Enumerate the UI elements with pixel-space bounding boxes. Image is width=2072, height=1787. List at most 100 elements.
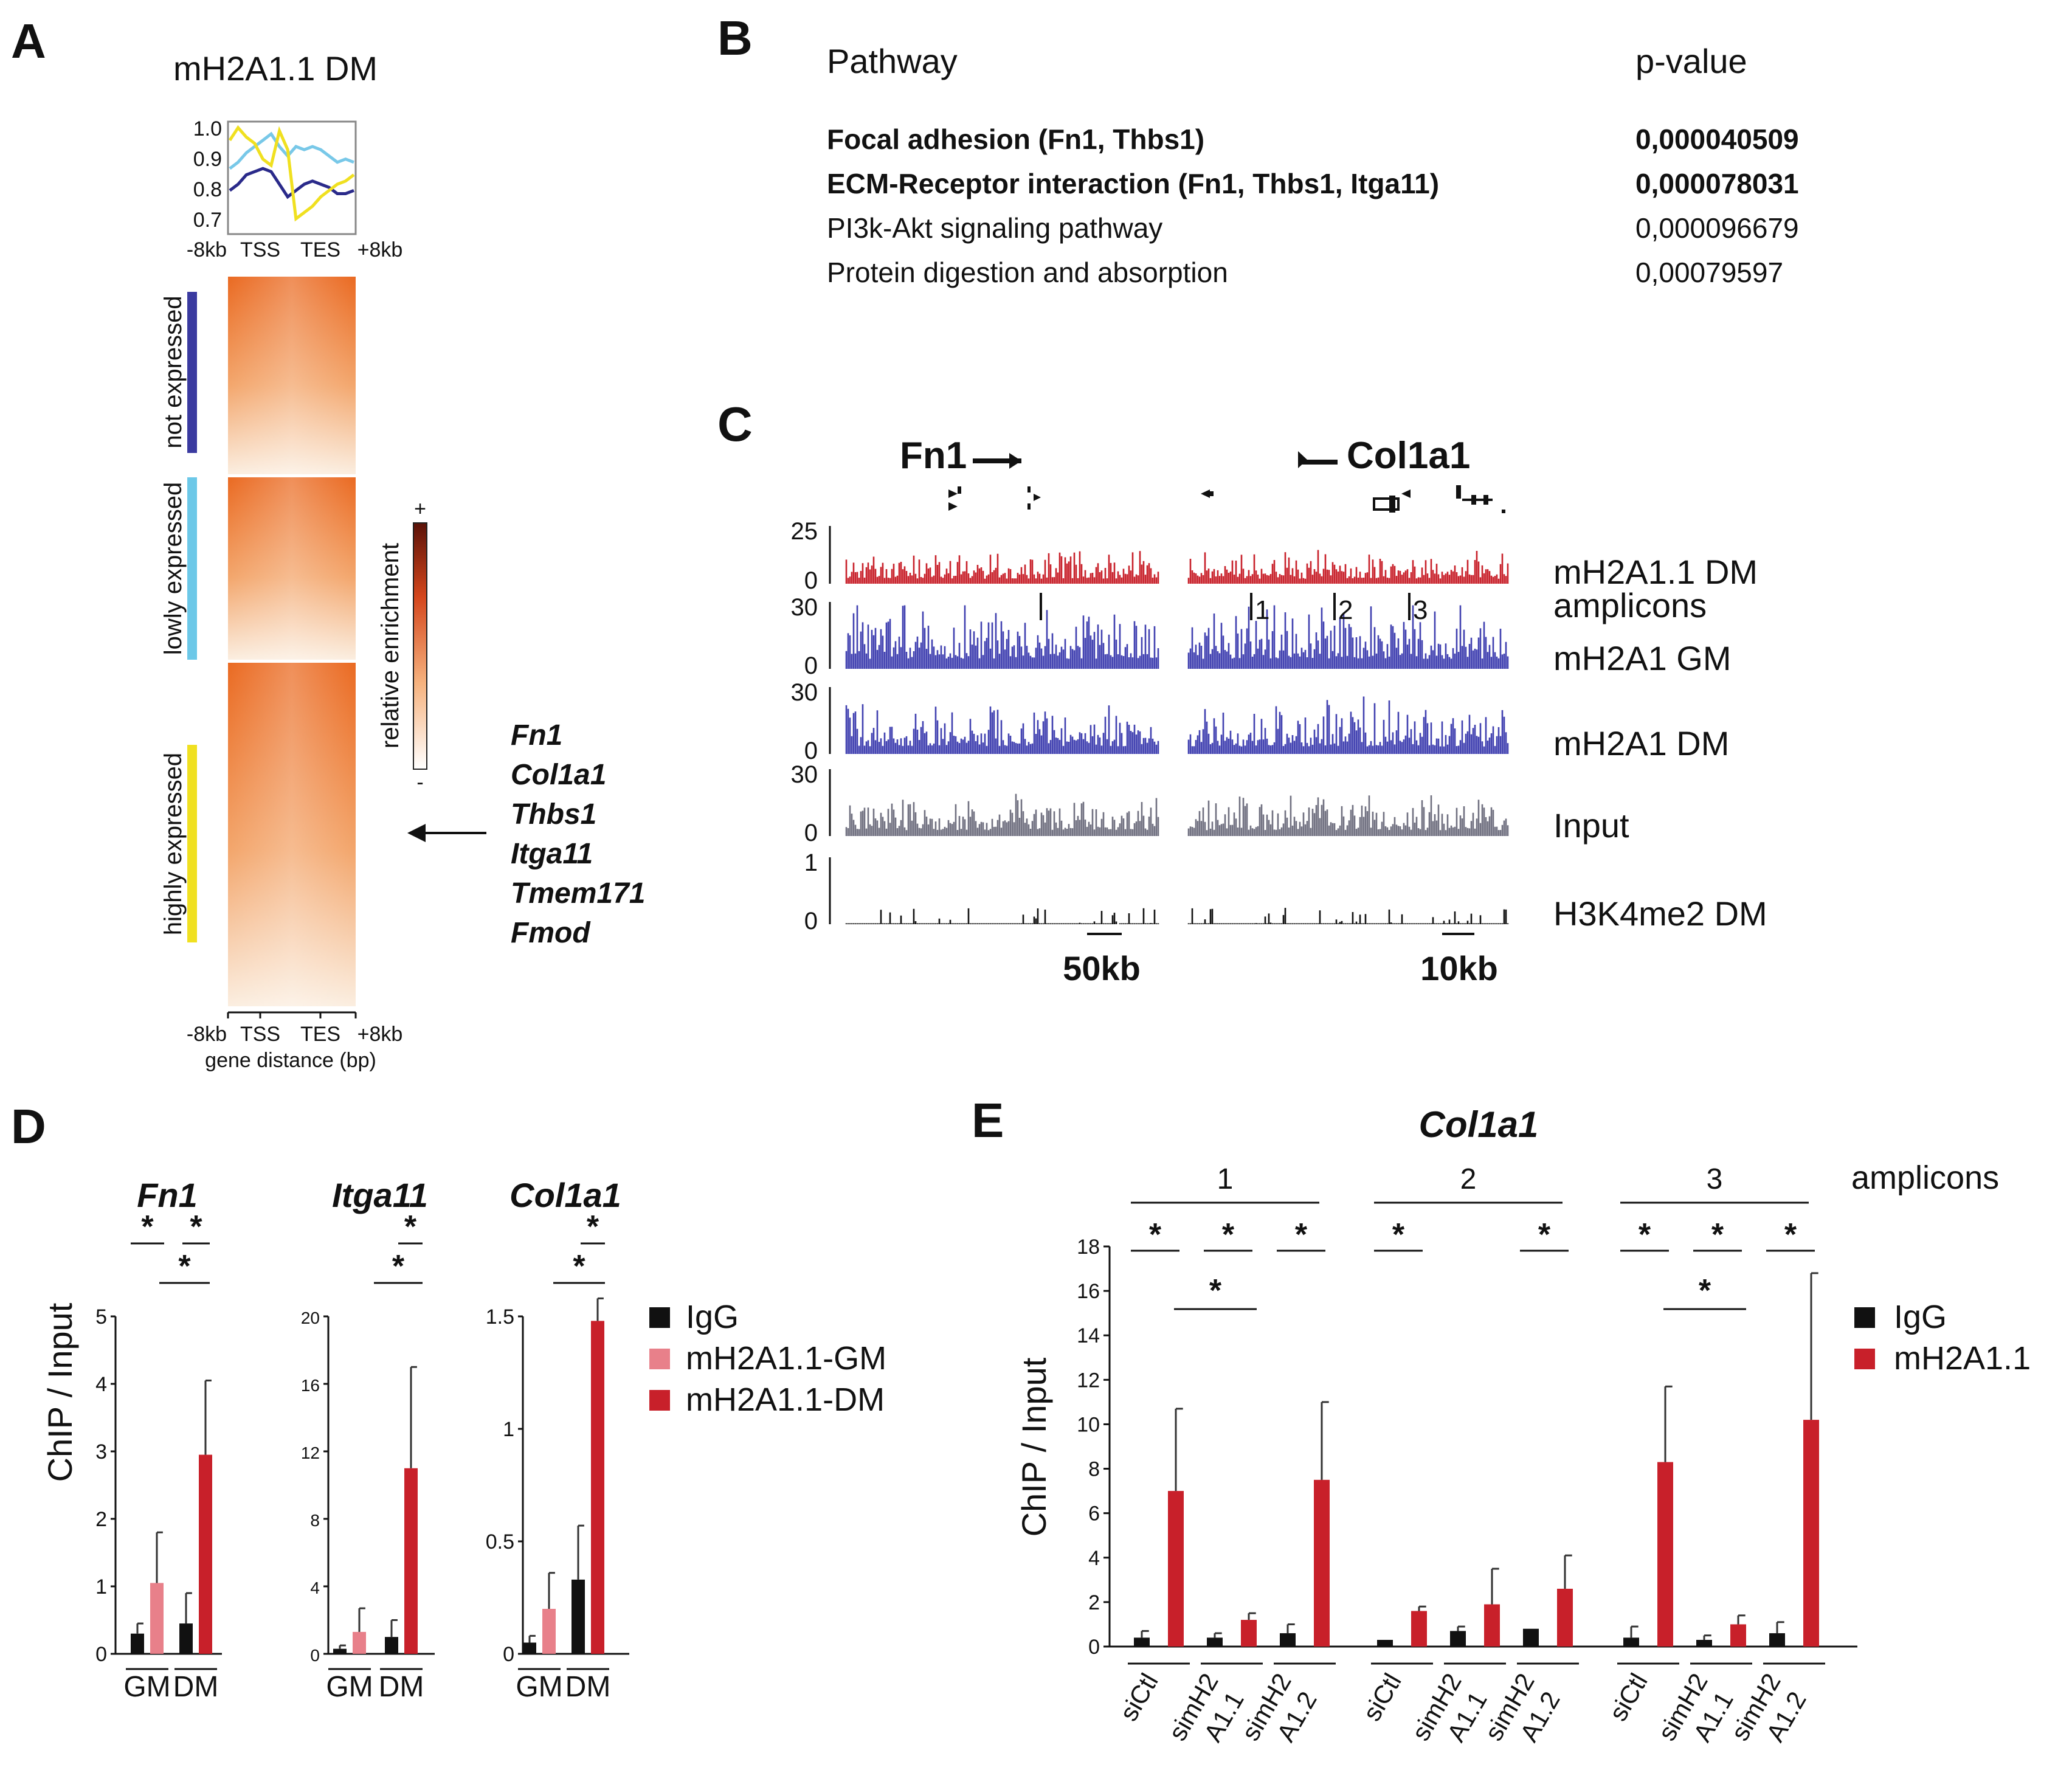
profile-xtick: TES xyxy=(300,238,340,261)
significance-star: * xyxy=(587,1209,599,1245)
legend-swatch-dm xyxy=(649,1390,670,1411)
colorbar-label: relative enrichment xyxy=(377,543,404,748)
panel-a-title: mH2A1.1 DM xyxy=(173,49,378,88)
bar-igg xyxy=(1623,1637,1639,1647)
category-label: siCtl xyxy=(1603,1668,1653,1726)
track-ymax: 1 xyxy=(804,849,818,876)
bar xyxy=(353,1631,366,1654)
ytick-label: 20 xyxy=(301,1308,320,1327)
bar-mh2a11 xyxy=(1314,1479,1330,1647)
significance-star: * xyxy=(392,1249,405,1284)
significance-star: * xyxy=(1711,1217,1724,1253)
panel-e-ylabel: ChIP / Input xyxy=(1015,1357,1053,1536)
bar-mh2a11 xyxy=(1411,1611,1427,1647)
legend-label-gm: mH2A1.1-GM xyxy=(686,1340,886,1377)
gene-label: Fn1 xyxy=(511,719,562,752)
ytick-label: 0 xyxy=(310,1646,320,1665)
heatmap-xtick: TES xyxy=(300,1023,340,1046)
chart-itga11: Itga11 0 4 8 12 16 20 GM DM * * xyxy=(301,1176,435,1703)
significance-star: * xyxy=(1784,1217,1797,1253)
profile-ytick: 0.8 xyxy=(193,178,222,201)
track-ymin: 0 xyxy=(804,567,818,594)
bar-mh2a11 xyxy=(1168,1491,1184,1647)
track-signal xyxy=(845,908,1509,924)
track-label-amplicons: amplicons xyxy=(1553,586,1707,624)
group-label-not-expressed: not expressed xyxy=(160,296,187,448)
ytick-label: 0 xyxy=(95,1643,107,1666)
significance-star: * xyxy=(573,1249,585,1284)
significance-star: * xyxy=(1209,1273,1222,1308)
bar-igg xyxy=(1377,1640,1393,1647)
legend-label-dm: mH2A1.1-DM xyxy=(686,1381,885,1418)
amplicon-group-label: 1 xyxy=(1217,1163,1234,1195)
bar xyxy=(572,1579,585,1654)
ytick-label: 14 xyxy=(1077,1324,1100,1347)
legend-swatch-igg xyxy=(649,1307,670,1328)
category-label: GM xyxy=(123,1671,170,1703)
bar-mh2a11 xyxy=(1803,1420,1819,1647)
heatmap-xtick: TSS xyxy=(240,1023,280,1046)
legend-swatch-igg xyxy=(1854,1307,1875,1328)
amplicon-group-label: 3 xyxy=(1707,1163,1723,1195)
category-label: GM xyxy=(516,1671,562,1703)
pathway-table: Pathway p-value Focal adhesion (Fn1, Thb… xyxy=(827,42,1799,288)
chart-title: Itga11 xyxy=(332,1176,428,1214)
profile-line-2 xyxy=(228,125,355,222)
scalebar-label-10kb: 10kb xyxy=(1420,949,1498,987)
colorbar-bottom: - xyxy=(416,771,423,794)
gene-label: Col1a1 xyxy=(511,759,606,791)
gene-arrow xyxy=(407,824,486,842)
ytick-label: 3 xyxy=(95,1440,107,1464)
track-label: mH2A1 GM xyxy=(1553,639,1732,677)
track-ymax: 25 xyxy=(791,518,818,545)
amplicon-label: 1 xyxy=(1255,595,1269,625)
table-row-pathway: Protein digestion and absorption xyxy=(827,257,1228,288)
group-bar-lowly-expressed xyxy=(187,477,197,660)
bar xyxy=(591,1321,604,1654)
bar xyxy=(179,1623,193,1654)
ytick-label: 4 xyxy=(95,1373,107,1396)
bar-mh2a11 xyxy=(1730,1624,1746,1647)
ytick-label: 12 xyxy=(1077,1369,1100,1392)
ytick-label: 0 xyxy=(503,1643,514,1666)
ytick-label: 1.5 xyxy=(486,1305,514,1329)
track-ymin: 0 xyxy=(804,738,818,764)
panel-letter-d: D xyxy=(11,1099,46,1153)
profile-ytick: 0.9 xyxy=(193,148,222,171)
significance-star: * xyxy=(1538,1217,1551,1253)
gene-label: Fmod xyxy=(511,917,591,949)
legend-label-mh2a11: mH2A1.1 xyxy=(1894,1340,2031,1377)
chart-col1a1: Col1a1 0 0.5 1 1.5 GM DM ** xyxy=(486,1176,629,1703)
heatmap-xtick: +8kb xyxy=(357,1023,403,1046)
track-label: Input xyxy=(1553,806,1629,845)
track-ymin: 0 xyxy=(804,652,818,679)
group-bar-not-expressed xyxy=(187,292,197,453)
bar-igg xyxy=(1696,1640,1712,1647)
chart-title: Col1a1 xyxy=(509,1176,621,1214)
bar xyxy=(150,1583,164,1654)
profile-line-1 xyxy=(229,131,354,170)
significance-star: * xyxy=(1295,1217,1308,1253)
ytick-label: 16 xyxy=(1077,1280,1100,1303)
category-label: DM xyxy=(379,1671,424,1703)
track-ymax: 30 xyxy=(791,679,818,706)
bar-mh2a11 xyxy=(1241,1620,1257,1647)
bar-mh2a11 xyxy=(1484,1604,1500,1647)
ytick-label: 4 xyxy=(310,1578,320,1597)
table-row-pvalue: 0,00079597 xyxy=(1635,257,1783,288)
scalebar-label-50kb: 50kb xyxy=(1063,949,1141,987)
bar-mh2a11 xyxy=(1557,1588,1573,1647)
bar-igg xyxy=(1207,1637,1223,1647)
chart-title: Fn1 xyxy=(137,1176,198,1214)
bar-mh2a11 xyxy=(1657,1462,1673,1647)
significance-star: * xyxy=(1222,1217,1235,1253)
significance-star: * xyxy=(1699,1273,1711,1308)
gene-label: Thbs1 xyxy=(511,798,596,831)
ytick-label: 0 xyxy=(1088,1636,1100,1659)
track-ymax: 30 xyxy=(791,761,818,788)
legend-label-igg: IgG xyxy=(1894,1299,1947,1335)
track-label: H3K4me2 DM xyxy=(1553,894,1767,933)
track-signal xyxy=(845,550,1509,584)
ytick-label: 18 xyxy=(1077,1236,1100,1259)
table-row-pvalue: 0,000040509 xyxy=(1635,123,1799,155)
